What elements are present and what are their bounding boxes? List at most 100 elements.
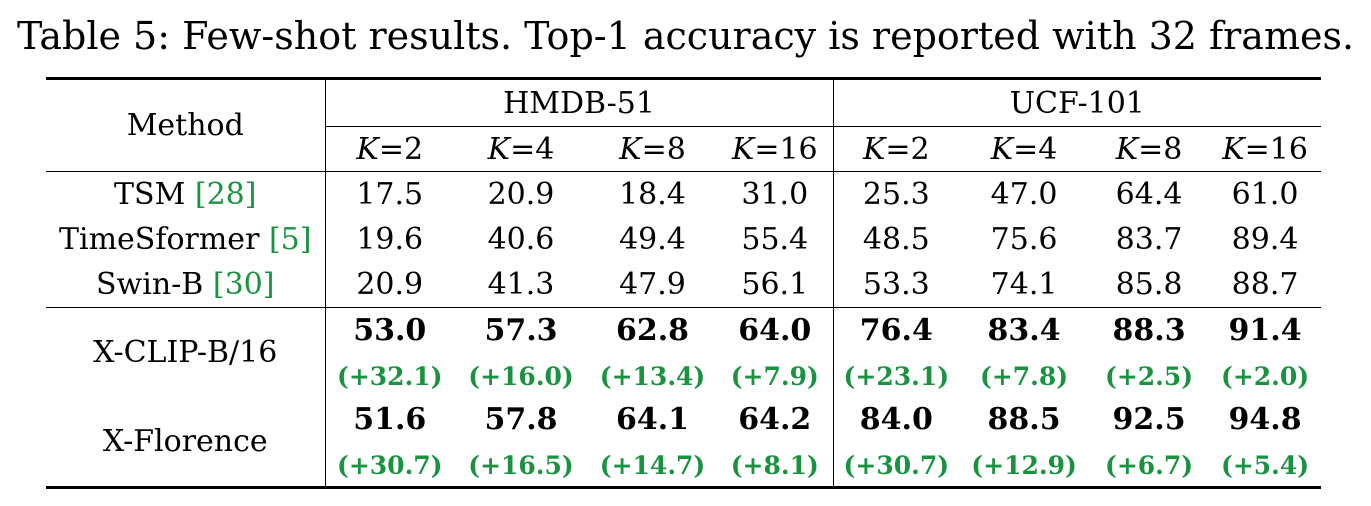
table-row: TSM [28] 17.5 20.9 18.4 31.0 25.3 47.0 64.4 61.0	[46, 171, 1322, 217]
table-cell: (+7.8)	[959, 353, 1089, 397]
table-cell: 88.5	[987, 402, 1061, 437]
table-cell: 91.4	[1209, 307, 1322, 353]
method-name: X-Florence	[46, 397, 326, 489]
method-label: Swin-B	[96, 267, 213, 302]
table-cell: 75.6	[990, 222, 1058, 257]
k-header: K=16	[717, 126, 834, 172]
k-symbol: K	[1222, 131, 1245, 167]
table-cell: (+8.1)	[717, 442, 834, 489]
table-cell: 57.3	[454, 307, 588, 353]
table-cell: 64.1	[615, 402, 690, 437]
method-name: X-CLIP-B/16	[46, 307, 326, 397]
table-cell: 76.4	[833, 307, 960, 353]
method-name: TimeSformer [5]	[46, 217, 326, 262]
table-cell: 94.8	[1228, 402, 1302, 437]
table-cell: (+13.4)	[588, 353, 717, 397]
improvement-delta: (+13.4)	[599, 361, 706, 391]
table-cell: (+32.1)	[325, 353, 454, 397]
k-header: K=8	[588, 126, 717, 172]
method-label: TimeSformer	[59, 222, 269, 257]
improvement-delta: (+16.0)	[468, 361, 574, 391]
table-cell: 53.0	[325, 307, 454, 353]
table-cell: 20.9	[356, 267, 424, 302]
table-cell: (+2.0)	[1209, 353, 1321, 397]
table-cell: (+5.4)	[1209, 442, 1322, 489]
k-symbol: K	[487, 131, 511, 167]
few-shot-results-table: Method HMDB-51 UCF-101 K=2 K=4 K=8 K=16 K=2 K…	[46, 77, 1322, 489]
citation-link[interactable]: [30]	[212, 267, 275, 302]
table-cell: 49.4	[619, 222, 686, 257]
table-cell: 51.6	[353, 402, 427, 437]
method-label: TSM	[114, 177, 195, 212]
table-row: (+32.1) (+16.0) (+13.4) (+7.9) (+23.1) (+7.8)…	[46, 353, 1321, 397]
k-symbol: K	[731, 131, 755, 167]
improvement-delta: (+12.9)	[971, 450, 1077, 480]
improvement-delta: (+5.4)	[1221, 450, 1310, 480]
table-cell: 89.4	[1231, 222, 1299, 257]
method-header: Method	[46, 77, 326, 172]
k-header: K=2	[833, 126, 960, 172]
table-cell: (+16.0)	[454, 353, 588, 397]
k-value: 2	[403, 131, 424, 167]
table-cell: 48.5	[862, 222, 930, 257]
table-cell: 61.0	[1209, 171, 1322, 217]
improvement-delta: (+16.5)	[468, 450, 574, 480]
k-header: K=2	[325, 126, 454, 172]
table-cell: 64.0	[717, 307, 834, 353]
table-cell: 19.6	[356, 222, 424, 257]
k-value: 16	[779, 131, 818, 167]
table-cell: 47.9	[619, 267, 686, 302]
table-cell: 74.1	[990, 267, 1058, 302]
improvement-delta: (+2.0)	[1221, 361, 1310, 391]
table-cell: 18.4	[588, 171, 717, 217]
k-value: 4	[1038, 131, 1058, 167]
table-cell: 64.2	[717, 397, 834, 442]
k-symbol: K	[619, 131, 642, 167]
table-cell: 88.7	[1231, 267, 1299, 302]
table-cell: 85.8	[1115, 267, 1183, 302]
table-cell: 31.0	[717, 171, 834, 217]
improvement-delta: (+30.7)	[337, 450, 443, 480]
table-cell: 84.0	[859, 402, 933, 437]
k-header: K=4	[454, 126, 588, 172]
table-cell: (+7.9)	[717, 353, 834, 397]
table-cell: 17.5	[325, 171, 454, 217]
table-cell: (+2.5)	[1089, 353, 1209, 397]
group-header-ucf: UCF-101	[833, 77, 1322, 127]
improvement-delta: (+23.1)	[843, 361, 950, 391]
table-cell: 62.8	[588, 307, 717, 353]
k-header: K=8	[1089, 126, 1210, 172]
table-cell: (+30.7)	[833, 442, 960, 489]
improvement-delta: (+6.7)	[1104, 450, 1194, 480]
k-value: 8	[666, 131, 686, 167]
method-name: TSM [28]	[46, 171, 326, 217]
method-name: Swin-B [30]	[46, 262, 326, 308]
table-caption: Table 5: Few-shot results. Top-1 accurac…	[16, 14, 1355, 58]
improvement-delta: (+30.7)	[843, 450, 950, 480]
table-cell: 83.4	[959, 307, 1090, 353]
improvement-delta: (+8.1)	[730, 450, 819, 480]
table-row: X-CLIP-B/16 53.0 57.3 62.8 64.0 76.4 83.4 88.3 9…	[46, 307, 1322, 397]
improvement-delta: (+14.7)	[599, 450, 706, 480]
table-cell: 25.3	[833, 171, 960, 217]
k-header: K=4	[959, 126, 1090, 172]
table-cell: (+12.9)	[959, 442, 1090, 489]
table-row: (+30.7) (+16.5) (+14.7) (+8.1) (+30.7) (+12.9…	[46, 442, 1322, 489]
table-cell: 53.3	[862, 267, 930, 302]
table-cell: 40.6	[487, 222, 555, 257]
table-cell: (+30.7)	[325, 442, 454, 489]
citation-link[interactable]: [5]	[268, 222, 312, 257]
table-cell: 47.0	[959, 171, 1090, 217]
table-cell: 88.3	[1089, 307, 1210, 353]
table-cell: 41.3	[487, 267, 555, 302]
k-symbol: K	[1115, 131, 1139, 167]
table-cell: 92.5	[1112, 402, 1186, 437]
table-row: X-Florence 51.6 57.8 64.1 64.2 84.0 88.5 92.5 94…	[46, 397, 1321, 489]
citation-number: 30	[224, 267, 263, 302]
table-cell: 20.9	[454, 171, 588, 217]
table-row: TimeSformer [5] 19.6 40.6 49.4 55.4 48.5 75.6 8…	[46, 217, 1321, 262]
citation-link[interactable]: [28]	[194, 177, 257, 212]
improvement-delta: (+2.5)	[1104, 361, 1194, 391]
k-value: 16	[1269, 131, 1308, 167]
group-header-hmdb: HMDB-51	[325, 77, 834, 127]
